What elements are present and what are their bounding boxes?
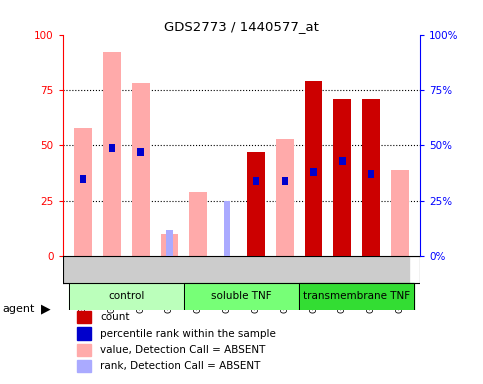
Bar (391, 170, 409, 257)
Bar (299, 283, 414, 310)
Bar (368, 170, 374, 178)
Bar (224, 201, 230, 257)
Bar (189, 192, 207, 257)
Bar (77, 311, 91, 323)
Bar (282, 177, 288, 185)
Title: GDS2773 / 1440577_at: GDS2773 / 1440577_at (164, 20, 319, 33)
Text: agent: agent (2, 304, 35, 314)
Text: soluble TNF: soluble TNF (211, 291, 272, 301)
Bar (103, 52, 121, 257)
Bar (77, 344, 91, 356)
Bar (160, 234, 178, 257)
Bar (74, 128, 92, 257)
Text: value, Detection Call = ABSENT: value, Detection Call = ABSENT (100, 345, 266, 355)
Bar (69, 283, 184, 310)
Text: rank, Detection Call = ABSENT: rank, Detection Call = ABSENT (100, 361, 261, 371)
Bar (77, 327, 91, 340)
Text: transmembrane TNF: transmembrane TNF (303, 291, 411, 301)
Bar (276, 139, 294, 257)
Bar (253, 177, 259, 185)
Bar (63, 257, 409, 283)
Bar (166, 230, 172, 257)
Bar (362, 99, 380, 257)
Text: ▶: ▶ (41, 303, 51, 316)
Text: percentile rank within the sample: percentile rank within the sample (100, 328, 276, 339)
Bar (109, 144, 115, 152)
Bar (77, 360, 91, 372)
Bar (339, 157, 345, 165)
Bar (184, 283, 299, 310)
Text: count: count (100, 312, 130, 322)
Bar (311, 168, 317, 176)
Bar (247, 152, 265, 257)
Bar (80, 175, 86, 183)
Bar (305, 81, 323, 257)
Bar (132, 83, 150, 257)
Text: control: control (108, 291, 144, 301)
Bar (333, 99, 351, 257)
Bar (138, 148, 144, 156)
